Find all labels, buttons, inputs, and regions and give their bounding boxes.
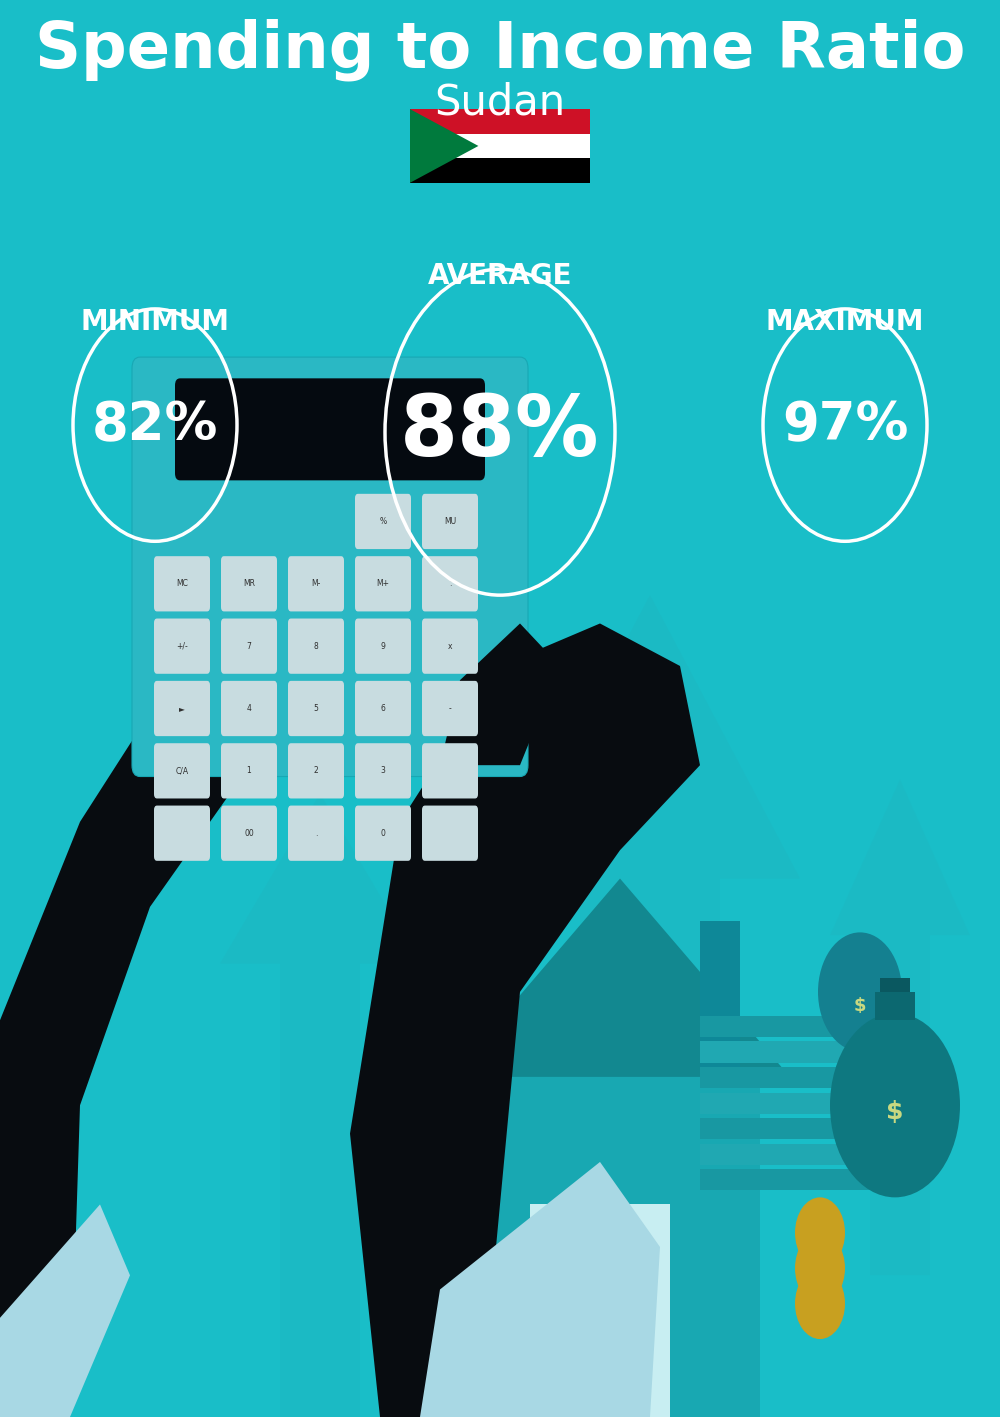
Text: +/-: +/- — [176, 642, 188, 650]
Text: :: : — [449, 580, 451, 588]
Circle shape — [818, 932, 902, 1051]
FancyBboxPatch shape — [422, 555, 478, 612]
FancyBboxPatch shape — [422, 805, 478, 860]
FancyBboxPatch shape — [154, 682, 210, 737]
Text: M-: M- — [311, 580, 321, 588]
FancyBboxPatch shape — [132, 357, 528, 777]
Text: M+: M+ — [376, 580, 390, 588]
FancyBboxPatch shape — [154, 743, 210, 799]
Circle shape — [795, 1197, 845, 1268]
Text: 97%: 97% — [782, 400, 908, 451]
Text: ►: ► — [179, 704, 185, 713]
Text: AVERAGE: AVERAGE — [428, 262, 572, 290]
Text: MINIMUM: MINIMUM — [80, 307, 230, 336]
FancyBboxPatch shape — [221, 805, 277, 860]
FancyBboxPatch shape — [221, 555, 277, 612]
FancyBboxPatch shape — [288, 743, 344, 799]
FancyBboxPatch shape — [355, 618, 411, 673]
Polygon shape — [420, 1162, 660, 1417]
FancyBboxPatch shape — [355, 555, 411, 612]
Polygon shape — [410, 109, 590, 133]
Polygon shape — [610, 1204, 670, 1417]
Polygon shape — [700, 1144, 870, 1165]
Text: 88%: 88% — [400, 391, 600, 473]
Text: 1: 1 — [247, 767, 251, 775]
Polygon shape — [220, 794, 420, 1417]
Polygon shape — [0, 609, 360, 1417]
Polygon shape — [700, 1016, 870, 1037]
FancyBboxPatch shape — [288, 555, 344, 612]
Text: 6: 6 — [381, 704, 385, 713]
FancyBboxPatch shape — [422, 743, 478, 799]
Circle shape — [795, 1268, 845, 1339]
FancyBboxPatch shape — [355, 805, 411, 860]
Text: 8: 8 — [314, 642, 318, 650]
FancyBboxPatch shape — [288, 618, 344, 673]
Polygon shape — [410, 109, 478, 183]
Polygon shape — [440, 623, 560, 765]
FancyBboxPatch shape — [288, 805, 344, 860]
Circle shape — [795, 1233, 845, 1304]
Polygon shape — [700, 1041, 870, 1063]
Text: -: - — [449, 704, 451, 713]
FancyBboxPatch shape — [288, 682, 344, 737]
Polygon shape — [410, 159, 590, 183]
Polygon shape — [0, 1204, 130, 1417]
Text: MR: MR — [243, 580, 255, 588]
Text: 7: 7 — [247, 642, 251, 650]
Text: 3: 3 — [381, 767, 385, 775]
Text: .: . — [315, 829, 317, 837]
Polygon shape — [700, 1093, 870, 1114]
FancyBboxPatch shape — [355, 493, 411, 548]
Polygon shape — [880, 978, 910, 992]
Polygon shape — [700, 1118, 870, 1139]
Text: C/A: C/A — [175, 767, 189, 775]
Polygon shape — [480, 1077, 760, 1417]
Polygon shape — [875, 992, 915, 1020]
Text: x: x — [448, 642, 452, 650]
Text: MAXIMUM: MAXIMUM — [766, 307, 924, 336]
Polygon shape — [830, 779, 970, 1275]
FancyBboxPatch shape — [154, 805, 210, 860]
Polygon shape — [700, 1169, 870, 1190]
Text: MU: MU — [444, 517, 456, 526]
Text: $: $ — [854, 998, 866, 1015]
FancyBboxPatch shape — [221, 618, 277, 673]
Polygon shape — [450, 879, 790, 1077]
Text: 5: 5 — [314, 704, 318, 713]
FancyBboxPatch shape — [154, 618, 210, 673]
Polygon shape — [350, 623, 700, 1417]
Text: Sudan: Sudan — [434, 81, 566, 123]
Polygon shape — [700, 1067, 870, 1088]
Polygon shape — [500, 595, 800, 1417]
Text: Spending to Income Ratio: Spending to Income Ratio — [35, 18, 965, 81]
Text: 82%: 82% — [92, 400, 218, 451]
FancyBboxPatch shape — [355, 682, 411, 737]
FancyBboxPatch shape — [175, 378, 485, 480]
Polygon shape — [700, 921, 740, 1077]
Polygon shape — [530, 1204, 590, 1417]
Text: 4: 4 — [247, 704, 251, 713]
Polygon shape — [410, 133, 590, 159]
FancyBboxPatch shape — [221, 743, 277, 799]
Text: 9: 9 — [381, 642, 385, 650]
Text: $: $ — [886, 1101, 904, 1124]
FancyBboxPatch shape — [422, 682, 478, 737]
Text: 0: 0 — [381, 829, 385, 837]
Circle shape — [830, 1013, 960, 1197]
Text: MC: MC — [176, 580, 188, 588]
Text: 2: 2 — [314, 767, 318, 775]
Text: %: % — [379, 517, 387, 526]
FancyBboxPatch shape — [154, 555, 210, 612]
Text: 00: 00 — [244, 829, 254, 837]
FancyBboxPatch shape — [422, 618, 478, 673]
FancyBboxPatch shape — [221, 682, 277, 737]
FancyBboxPatch shape — [355, 743, 411, 799]
FancyBboxPatch shape — [422, 493, 478, 548]
